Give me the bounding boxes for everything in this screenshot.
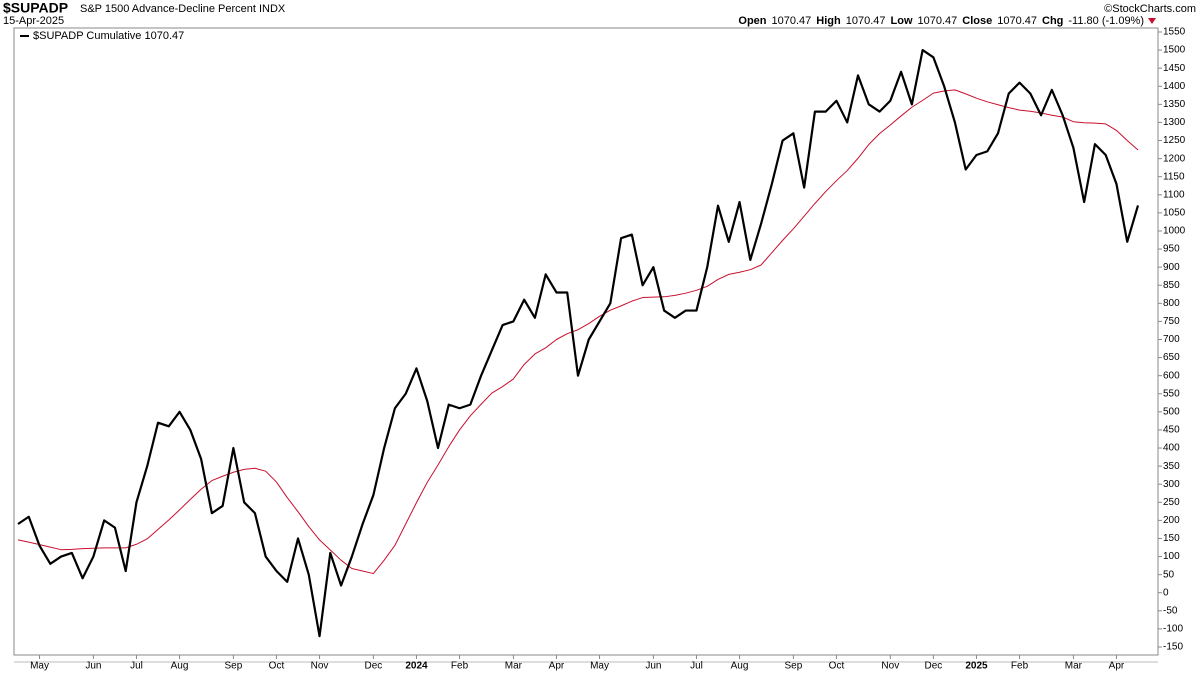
x-tick-label: Mar (505, 661, 523, 672)
x-tick-label: Apr (549, 661, 565, 672)
quote-label: Low (891, 15, 913, 27)
y-tick-label: 1500 (1163, 45, 1186, 56)
quote-value: 1070.47 (846, 15, 886, 27)
x-tick-label: Nov (311, 661, 329, 672)
y-tick-label: 400 (1163, 443, 1180, 454)
y-tick-label: 1250 (1163, 135, 1186, 146)
x-tick-label: Feb (1011, 661, 1029, 672)
y-tick-label: 950 (1163, 244, 1180, 255)
x-tick-label: May (590, 661, 609, 672)
quote-value: 1070.47 (997, 15, 1037, 27)
quote-label: Open (738, 15, 766, 27)
y-tick-label: 1100 (1163, 189, 1185, 200)
x-tick-label: 2024 (405, 661, 428, 672)
y-tick-label: 50 (1163, 569, 1175, 580)
x-tick-label: Aug (731, 661, 749, 672)
y-tick-label: 1350 (1163, 99, 1186, 110)
y-tick-label: 150 (1163, 533, 1180, 544)
y-tick-label: 750 (1163, 316, 1180, 327)
y-tick-label: 700 (1163, 334, 1180, 345)
x-tick-label: Dec (924, 661, 942, 672)
x-tick-label: Dec (364, 661, 382, 672)
x-tick-label: Jul (130, 661, 143, 672)
y-tick-label: -50 (1163, 605, 1178, 616)
y-tick-label: 450 (1163, 425, 1180, 436)
x-tick-label: Sep (784, 661, 802, 672)
change-arrow (1148, 18, 1156, 24)
x-tick-label: Mar (1065, 661, 1083, 672)
y-tick-label: 1200 (1163, 153, 1186, 164)
y-tick-label: 850 (1163, 280, 1180, 291)
x-tick-label: Apr (1109, 661, 1125, 672)
data-line (17, 89, 1139, 575)
legend-label: $SUPADP Cumulative 1070.47 (33, 30, 184, 42)
x-tick-label: Feb (451, 661, 469, 672)
y-tick-label: 100 (1163, 551, 1180, 562)
x-tick-label: Aug (171, 661, 189, 672)
y-tick-label: 1150 (1163, 171, 1185, 182)
quote-label: High (816, 15, 841, 27)
y-tick-label: 250 (1163, 497, 1180, 508)
plot-frame (13, 27, 1159, 656)
x-tick-label: Sep (224, 661, 242, 672)
y-tick-label: 600 (1163, 370, 1180, 381)
x-tick-label: Nov (881, 661, 899, 672)
y-tick-label: 900 (1163, 262, 1180, 273)
x-tick-label: Oct (269, 661, 285, 672)
quote-label: Chg (1042, 15, 1063, 27)
y-tick-label: 1550 (1163, 27, 1186, 38)
y-tick-label: 350 (1163, 461, 1180, 472)
y-tick-label: 800 (1163, 298, 1180, 309)
chart-date: 15-Apr-2025 (3, 15, 64, 27)
y-tick-label: 1450 (1163, 63, 1186, 74)
chart-subtitle: S&P 1500 Advance-Decline Percent INDX (80, 3, 286, 15)
y-tick-label: -100 (1163, 624, 1183, 635)
y-tick-label: 300 (1163, 479, 1180, 490)
y-tick-label: 1050 (1163, 208, 1186, 219)
quote-value: 1070.47 (918, 15, 958, 27)
x-tick-label: Jul (690, 661, 703, 672)
y-tick-label: 550 (1163, 388, 1180, 399)
quote: -11.80 (-1.09%) Chg 1070.47 Close 1070.47 Low… (738, 15, 1144, 27)
data-line (17, 48, 1140, 638)
quote-value: 1070.47 (772, 15, 812, 27)
y-tick-label: 200 (1163, 515, 1180, 526)
quote-value: -11.80 (-1.09%) (1068, 15, 1144, 27)
x-tick-label: 2025 (965, 661, 988, 672)
y-tick-label: 1000 (1163, 226, 1186, 237)
x-tick-label: Oct (829, 661, 845, 672)
y-tick-label: 650 (1163, 352, 1180, 363)
y-tick-label: -150 (1163, 642, 1183, 653)
y-tick-label: 1400 (1163, 81, 1186, 92)
credit: ©StockCharts.com (1104, 3, 1196, 15)
x-tick-label: May (30, 661, 49, 672)
y-tick-label: 1300 (1163, 117, 1186, 128)
y-tick-label: 500 (1163, 406, 1180, 417)
y-tick-label: 0 (1163, 587, 1169, 598)
x-tick-label: Jun (645, 661, 661, 672)
chart-title: $SUPADP (3, 0, 68, 16)
x-tick-label: Jun (85, 661, 101, 672)
quote-label: Close (962, 15, 992, 27)
